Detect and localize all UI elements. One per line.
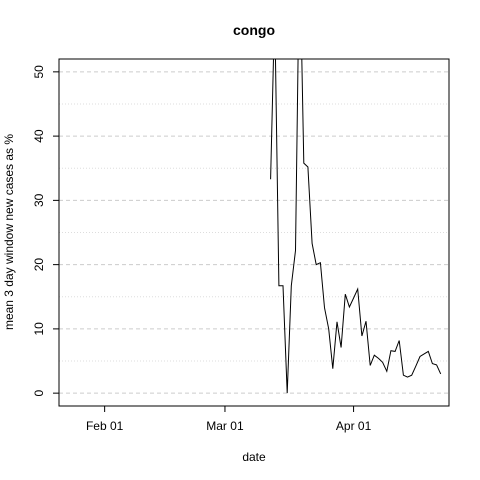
y-tick-label: 30 [32, 193, 46, 207]
y-tick-label: 10 [32, 322, 46, 336]
y-tick-label: 0 [32, 389, 46, 396]
series-line-0 [270, 59, 442, 394]
y-tick-label: 50 [32, 65, 46, 79]
series-group [270, 59, 442, 394]
y-axis-label: mean 3 day window new cases as % [2, 134, 16, 330]
x-tick-label: Feb 01 [86, 419, 124, 433]
y-tick-label: 20 [32, 258, 46, 272]
plot-frame [58, 58, 450, 407]
grid [59, 71, 449, 394]
chart-title: congo [233, 22, 275, 38]
y-axis: 0 10 20 30 40 50 [32, 65, 59, 396]
x-axis-label: date [242, 450, 266, 464]
x-tick-label: Mar 01 [206, 419, 244, 433]
y-tick-label: 40 [32, 129, 46, 143]
x-tick-label: Apr 01 [336, 419, 372, 433]
x-axis: Feb 01 Mar 01 Apr 01 [86, 406, 372, 433]
